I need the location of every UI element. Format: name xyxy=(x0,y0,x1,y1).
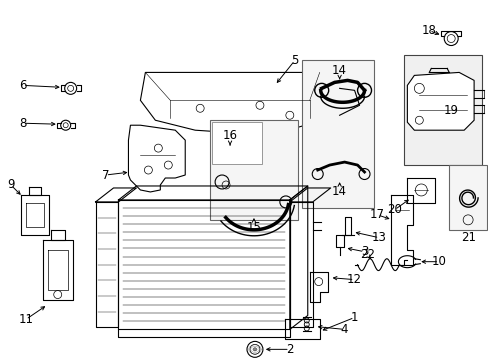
Text: 4: 4 xyxy=(340,323,347,336)
Text: 18: 18 xyxy=(421,24,436,37)
Text: 20: 20 xyxy=(386,203,401,216)
Text: 22: 22 xyxy=(359,248,374,261)
Bar xyxy=(448,165,486,230)
Text: 16: 16 xyxy=(222,129,237,142)
Text: 15: 15 xyxy=(246,221,261,234)
Text: 17: 17 xyxy=(369,208,384,221)
Text: 12: 12 xyxy=(346,273,361,286)
Text: 14: 14 xyxy=(331,185,346,198)
Circle shape xyxy=(252,347,256,351)
Bar xyxy=(210,120,297,220)
Text: 14: 14 xyxy=(331,64,346,77)
Text: 2: 2 xyxy=(285,343,293,356)
Text: 7: 7 xyxy=(102,168,109,181)
Text: 9: 9 xyxy=(7,179,15,192)
Text: 3: 3 xyxy=(360,245,367,258)
Bar xyxy=(301,60,373,208)
Text: 5: 5 xyxy=(290,54,298,67)
Text: 6: 6 xyxy=(19,79,26,92)
Bar xyxy=(212,122,262,164)
Polygon shape xyxy=(140,72,339,135)
Text: 8: 8 xyxy=(19,117,26,130)
Text: 10: 10 xyxy=(431,255,446,268)
Polygon shape xyxy=(407,72,473,130)
Text: 19: 19 xyxy=(443,104,458,117)
Bar xyxy=(404,55,481,165)
Text: 21: 21 xyxy=(460,231,475,244)
Text: 13: 13 xyxy=(371,231,386,244)
Text: 1: 1 xyxy=(350,311,358,324)
Text: 11: 11 xyxy=(19,313,33,326)
Polygon shape xyxy=(128,125,185,192)
